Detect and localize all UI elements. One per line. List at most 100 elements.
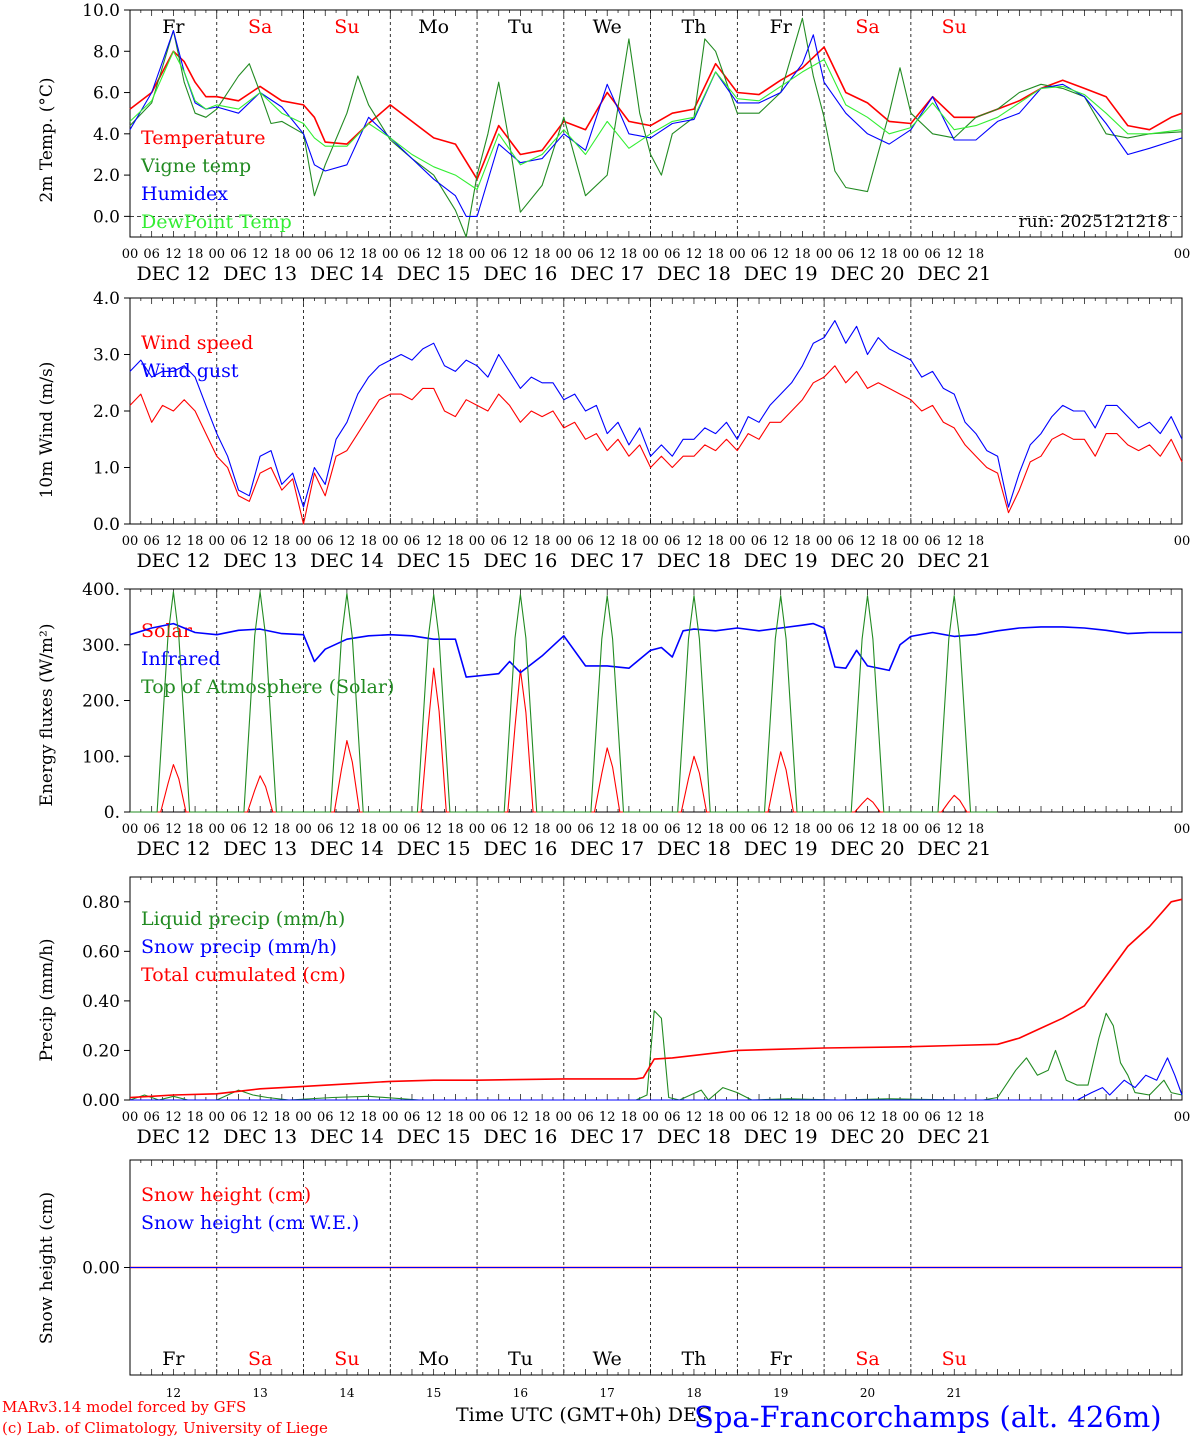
day-name-label: Fr <box>162 16 185 38</box>
x-hour-label: 18 <box>794 822 811 837</box>
x-date-label: DEC 13 <box>223 1126 297 1148</box>
x-hour-label: 00 <box>556 534 573 549</box>
day-name-label: Su <box>334 1348 359 1370</box>
legend-entry: Snow precip (mm/h) <box>141 936 337 958</box>
x-hour-label: 06 <box>838 247 855 262</box>
x-hour-label: 12 <box>512 1110 529 1125</box>
panel-frame <box>129 588 1183 813</box>
x-hour-label: 18 <box>707 1110 724 1125</box>
series-line-snow-precip-mm-h- <box>130 1057 1183 1101</box>
legend-entry: Wind speed <box>141 332 253 354</box>
x-date-label: DEC 15 <box>397 550 471 572</box>
series-line-top-of-atmosphere-solar- <box>130 591 998 813</box>
x-hour-label: 18 <box>274 534 291 549</box>
y-tick-label: 400. <box>82 580 120 600</box>
day-name-label: Mo <box>418 16 449 38</box>
day-name-label: Fr <box>770 1348 793 1370</box>
x-hour-label: 06 <box>143 247 160 262</box>
x-hour-label: 12 <box>252 1110 269 1125</box>
day-number-label: 21 <box>947 1386 962 1400</box>
x-hour-label: 06 <box>490 534 507 549</box>
day-number-label: 12 <box>166 1386 181 1400</box>
panel-1: 0.0 2.0 4.0 6.0 8.0 10.0 2m Temp. (°C) run: 202… <box>37 1 1190 285</box>
station-label: Spa-Francorchamps (alt. 426m) <box>694 1400 1162 1434</box>
series-line-infrared <box>129 622 1182 678</box>
x-date-label: DEC 17 <box>570 263 644 285</box>
x-hour-label: 00 <box>295 822 312 837</box>
x-hour-label: 12 <box>859 1110 876 1125</box>
x-hour-label: 12 <box>252 822 269 837</box>
x-hour-label: 00 <box>208 822 225 837</box>
day-name-label: Th <box>681 16 706 38</box>
x-hour-label: 00 <box>469 247 486 262</box>
x-hour-label: 12 <box>686 1110 703 1125</box>
x-hour-label: 06 <box>230 534 247 549</box>
y-tick-label: 0.00 <box>82 1091 120 1111</box>
x-hour-label: 06 <box>317 534 334 549</box>
x-hour-label: 00 <box>1174 1110 1191 1125</box>
x-date-label: DEC 14 <box>310 550 384 572</box>
x-hour-label: 06 <box>751 822 768 837</box>
day-name-label: Su <box>334 16 359 38</box>
x-hour-label: 00 <box>382 247 399 262</box>
series-line-total-cumulated-cm- <box>129 898 1183 1099</box>
y-axis-title: Snow height (cm) <box>37 1192 57 1344</box>
x-hour-label: 06 <box>924 534 941 549</box>
x-hour-label: 00 <box>556 247 573 262</box>
x-hour-label: 00 <box>729 534 746 549</box>
y-tick-label: 0.0 <box>93 207 120 227</box>
x-hour-label: 06 <box>664 822 681 837</box>
day-name-label: We <box>593 16 622 38</box>
x-hour-label: 06 <box>404 247 421 262</box>
x-date-label: DEC 16 <box>484 838 558 860</box>
x-hour-label: 12 <box>165 534 182 549</box>
x-hour-label: 18 <box>187 822 204 837</box>
x-hour-label: 00 <box>208 1110 225 1125</box>
x-date-label: DEC 18 <box>657 263 731 285</box>
day-name-label: Sa <box>855 1348 879 1370</box>
y-tick-label: 300. <box>82 636 120 656</box>
panel-frame <box>129 9 1183 238</box>
x-hour-label: 06 <box>317 1110 334 1125</box>
y-tick-label: 200. <box>82 692 120 712</box>
day-number-label: 19 <box>773 1386 788 1400</box>
x-hour-label: 06 <box>664 247 681 262</box>
x-hour-label: 12 <box>339 247 356 262</box>
day-number-label: 14 <box>339 1386 355 1400</box>
x-hour-label: 06 <box>404 822 421 837</box>
day-name-label: Sa <box>248 1348 272 1370</box>
x-hour-label: 12 <box>512 534 529 549</box>
x-hour-label: 18 <box>447 534 464 549</box>
x-hour-label: 12 <box>686 247 703 262</box>
day-number-label: 18 <box>686 1386 701 1400</box>
x-hour-label: 06 <box>404 1110 421 1125</box>
x-hour-label: 00 <box>903 534 920 549</box>
series-line-wind-speed <box>129 365 1183 525</box>
x-hour-label: 12 <box>599 247 616 262</box>
x-date-label: DEC 20 <box>831 838 905 860</box>
x-hour-label: 00 <box>903 247 920 262</box>
day-number-label: 17 <box>600 1386 615 1400</box>
x-hour-label: 18 <box>274 1110 291 1125</box>
x-hour-label: 18 <box>968 822 985 837</box>
x-hour-label: 00 <box>295 1110 312 1125</box>
x-hour-label: 12 <box>686 534 703 549</box>
x-date-label: DEC 19 <box>744 838 818 860</box>
day-number-label: 16 <box>513 1386 528 1400</box>
legend-entry: Snow height (cm) <box>141 1184 311 1206</box>
x-hour-label: 12 <box>946 822 963 837</box>
y-tick-label: 10.0 <box>82 1 120 21</box>
y-tick-label: 1.0 <box>93 459 120 479</box>
y-tick-label: 2.0 <box>93 402 120 422</box>
x-hour-label: 00 <box>382 534 399 549</box>
x-date-label: DEC 14 <box>310 1126 384 1148</box>
x-hour-label: 06 <box>924 247 941 262</box>
x-hour-label: 12 <box>859 534 876 549</box>
x-hour-label: 12 <box>772 1110 789 1125</box>
day-name-label: Tu <box>508 1348 533 1370</box>
x-date-label: DEC 15 <box>397 838 471 860</box>
y-axis-title: 10m Wind (m/s) <box>37 362 57 499</box>
x-hour-label: 18 <box>881 1110 898 1125</box>
x-date-label: DEC 14 <box>310 838 384 860</box>
x-date-label: DEC 17 <box>570 1126 644 1148</box>
